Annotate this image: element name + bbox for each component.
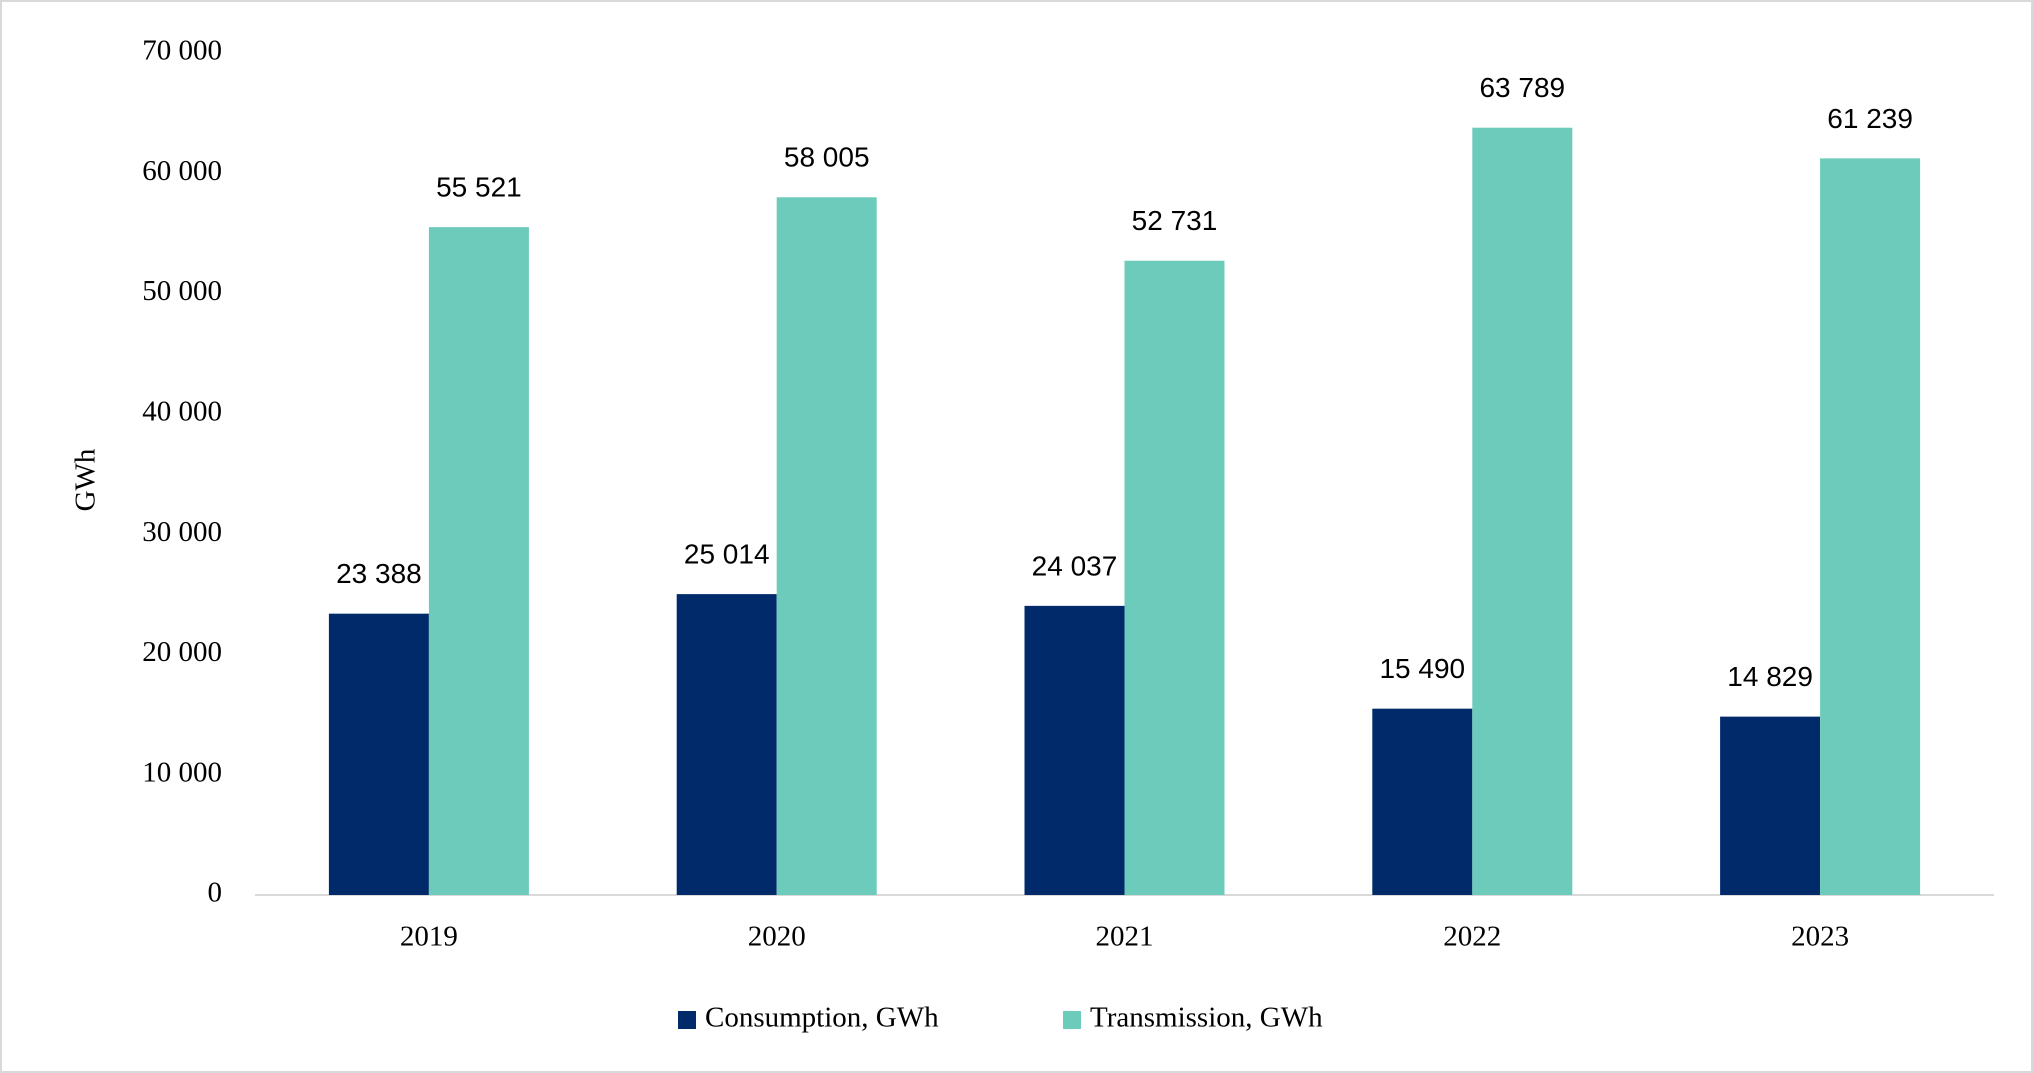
bar <box>776 197 877 895</box>
y-tick-label: 70 000 <box>142 35 222 67</box>
legend-swatch <box>678 1011 696 1029</box>
y-axis-label: GWh <box>70 448 102 511</box>
bar <box>428 227 529 895</box>
data-label: 55 521 <box>436 172 522 203</box>
x-tick-label: 2023 <box>1791 921 1849 953</box>
x-tick-label: 2020 <box>748 921 806 953</box>
y-tick-label: 0 <box>208 877 223 909</box>
y-tick-label: 10 000 <box>142 756 222 788</box>
legend-label: Consumption, GWh <box>705 1002 939 1034</box>
data-label: 24 037 <box>1032 550 1118 581</box>
bar <box>1472 127 1573 895</box>
data-label: 14 829 <box>1727 661 1813 692</box>
legend-swatch <box>1063 1011 1081 1029</box>
data-label: 52 731 <box>1132 205 1218 236</box>
data-label: 61 239 <box>1827 103 1913 134</box>
bar <box>1124 260 1225 895</box>
y-tick-label: 40 000 <box>142 396 222 428</box>
y-tick-label: 60 000 <box>142 155 222 187</box>
bar <box>676 594 777 895</box>
bar <box>1372 708 1473 895</box>
data-label: 25 014 <box>684 539 770 570</box>
x-tick-label: 2022 <box>1443 921 1501 953</box>
data-label: 63 789 <box>1479 72 1565 103</box>
bar <box>1024 605 1125 895</box>
data-label: 23 388 <box>336 558 422 589</box>
data-label: 58 005 <box>784 142 870 173</box>
x-tick-label: 2021 <box>1096 921 1154 953</box>
y-tick-label: 30 000 <box>142 516 222 548</box>
x-tick-label: 2019 <box>400 921 458 953</box>
y-tick-label: 50 000 <box>142 275 222 307</box>
data-label: 15 490 <box>1379 653 1465 684</box>
legend-label: Transmission, GWh <box>1090 1002 1323 1034</box>
bar <box>1720 716 1821 895</box>
bar <box>1820 158 1921 895</box>
bar <box>328 613 429 895</box>
y-tick-label: 20 000 <box>142 636 222 668</box>
